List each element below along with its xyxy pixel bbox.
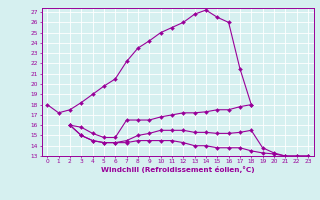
X-axis label: Windchill (Refroidissement éolien,°C): Windchill (Refroidissement éolien,°C) bbox=[101, 166, 254, 173]
